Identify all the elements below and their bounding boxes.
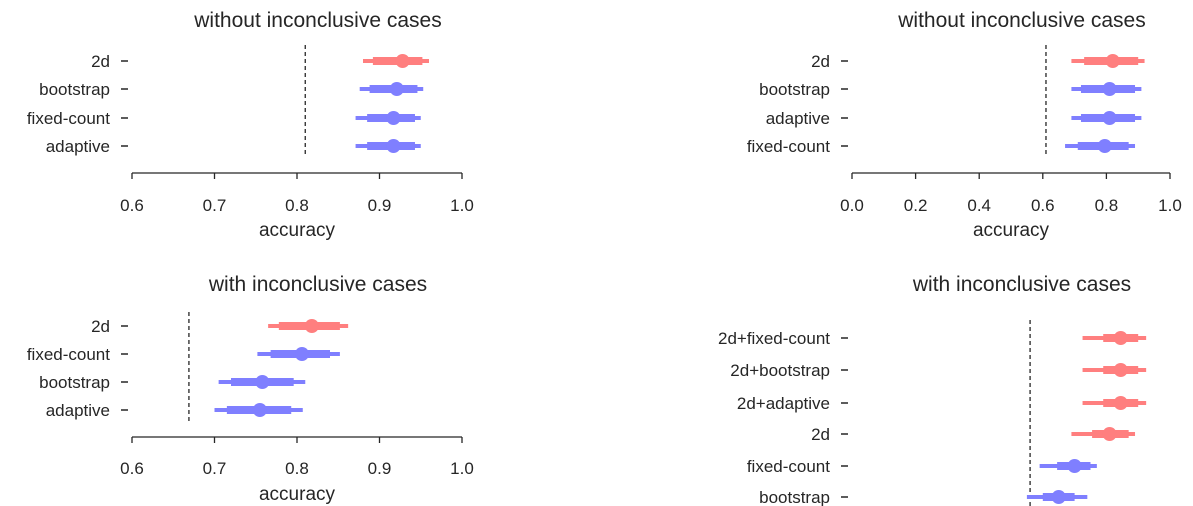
- x-tick-label: 0.8: [285, 459, 309, 478]
- point-estimate: [255, 375, 270, 389]
- x-tick-label: 0.6: [120, 196, 144, 215]
- category-label: 2d: [811, 425, 830, 444]
- category-label: 2d+adaptive: [737, 394, 830, 413]
- point-estimate: [1113, 363, 1128, 377]
- point-estimate: [294, 347, 309, 361]
- category-label: 2d: [811, 52, 830, 71]
- point-estimate: [1105, 54, 1120, 68]
- x-tick-label: 0.4: [967, 196, 991, 215]
- category-label: fixed-count: [747, 137, 830, 156]
- x-tick-label: 0.6: [1031, 196, 1055, 215]
- x-tick-label: 0.6: [120, 459, 144, 478]
- point-estimate: [386, 111, 401, 125]
- point-estimate: [1097, 139, 1112, 153]
- x-axis-label: accuracy: [259, 484, 336, 505]
- x-tick-label: 0.8: [285, 196, 309, 215]
- category-label: bootstrap: [759, 80, 830, 99]
- category-label: fixed-count: [747, 457, 830, 476]
- point-estimate: [252, 403, 267, 417]
- x-tick-label: 1.0: [450, 459, 474, 478]
- chart-panel-1: without inconclusive cases 2d bootstrap fix…: [27, 9, 474, 241]
- chart-title: without inconclusive cases: [897, 9, 1145, 32]
- category-label: bootstrap: [39, 80, 110, 99]
- point-estimate: [1067, 459, 1082, 473]
- x-tick-label: 0.7: [203, 196, 227, 215]
- chart-title: without inconclusive cases: [193, 9, 441, 32]
- category-label: fixed-count: [27, 109, 110, 128]
- point-estimate: [389, 82, 404, 96]
- category-label: fixed-count: [27, 345, 110, 364]
- chart-panel-4: with inconclusive cases 2d+fixed-count 2d+…: [718, 273, 1147, 506]
- x-tick-label: 0.9: [368, 459, 392, 478]
- point-estimate: [1113, 331, 1128, 345]
- point-estimate: [1102, 82, 1117, 96]
- chart-title: with inconclusive cases: [208, 273, 427, 296]
- x-tick-label: 0.8: [1095, 196, 1119, 215]
- x-tick-label: 0.7: [203, 459, 227, 478]
- point-estimate: [1102, 427, 1117, 441]
- category-label: adaptive: [46, 401, 110, 420]
- category-label: bootstrap: [39, 373, 110, 392]
- point-estimate: [386, 139, 401, 153]
- point-estimate: [1113, 396, 1128, 410]
- point-estimate: [1102, 111, 1117, 125]
- x-axis-label: accuracy: [259, 220, 336, 241]
- category-label: 2d: [91, 317, 110, 336]
- category-label: 2d+fixed-count: [718, 329, 830, 348]
- chart-panel-2: without inconclusive cases 2d bootstrap ada…: [747, 9, 1182, 241]
- chart-title: with inconclusive cases: [912, 273, 1131, 296]
- x-tick-label: 0.9: [368, 196, 392, 215]
- category-label: bootstrap: [759, 488, 830, 506]
- x-axis-label: accuracy: [973, 220, 1050, 241]
- chart-panel-3: with inconclusive cases 2d fixed-count boot…: [27, 273, 474, 505]
- x-tick-label: 1.0: [450, 196, 474, 215]
- point-estimate: [1051, 490, 1066, 504]
- x-tick-label: 0.0: [840, 196, 864, 215]
- point-estimate: [395, 54, 410, 68]
- point-estimate: [304, 319, 319, 333]
- category-label: 2d+bootstrap: [730, 361, 830, 380]
- category-label: 2d: [91, 52, 110, 71]
- category-label: adaptive: [46, 137, 110, 156]
- x-tick-label: 1.0: [1158, 196, 1182, 215]
- category-label: adaptive: [766, 109, 830, 128]
- x-tick-label: 0.2: [904, 196, 928, 215]
